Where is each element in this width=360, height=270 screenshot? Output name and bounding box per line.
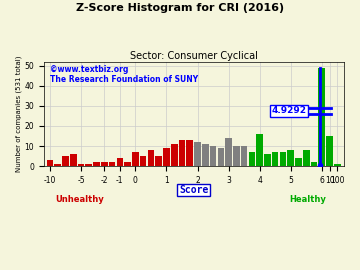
Bar: [295, 158, 302, 166]
Bar: [85, 164, 92, 166]
Bar: [303, 150, 310, 166]
Text: The Research Foundation of SUNY: The Research Foundation of SUNY: [50, 75, 198, 84]
Bar: [156, 156, 162, 166]
Bar: [194, 142, 201, 166]
Bar: [311, 162, 317, 166]
Bar: [202, 144, 208, 166]
Bar: [62, 156, 69, 166]
Bar: [217, 148, 224, 166]
Bar: [225, 138, 232, 166]
Bar: [54, 164, 61, 166]
Bar: [280, 152, 286, 166]
Bar: [241, 146, 247, 166]
Title: Sector: Consumer Cyclical: Sector: Consumer Cyclical: [130, 51, 257, 61]
Text: Z-Score Histogram for CRI (2016): Z-Score Histogram for CRI (2016): [76, 3, 284, 13]
Text: 4.9292: 4.9292: [271, 106, 306, 115]
Bar: [171, 144, 177, 166]
Bar: [249, 152, 255, 166]
Text: ©www.textbiz.org: ©www.textbiz.org: [50, 65, 128, 74]
Bar: [210, 146, 216, 166]
Bar: [47, 160, 53, 166]
Bar: [117, 158, 123, 166]
Bar: [272, 152, 279, 166]
Bar: [334, 164, 341, 166]
Bar: [93, 162, 100, 166]
Y-axis label: Number of companies (531 total): Number of companies (531 total): [15, 56, 22, 172]
Bar: [264, 154, 271, 166]
Bar: [163, 148, 170, 166]
Text: Unhealthy: Unhealthy: [55, 195, 104, 204]
Text: Healthy: Healthy: [289, 195, 326, 204]
Bar: [109, 162, 116, 166]
Bar: [124, 162, 131, 166]
Bar: [179, 140, 185, 166]
Bar: [132, 152, 139, 166]
Bar: [78, 164, 84, 166]
Bar: [326, 136, 333, 166]
Bar: [186, 140, 193, 166]
Bar: [140, 156, 147, 166]
Bar: [70, 154, 77, 166]
Bar: [148, 150, 154, 166]
Bar: [287, 150, 294, 166]
Bar: [256, 134, 263, 166]
Bar: [319, 68, 325, 166]
Bar: [233, 146, 240, 166]
Bar: [101, 162, 108, 166]
Text: Score: Score: [179, 185, 208, 195]
